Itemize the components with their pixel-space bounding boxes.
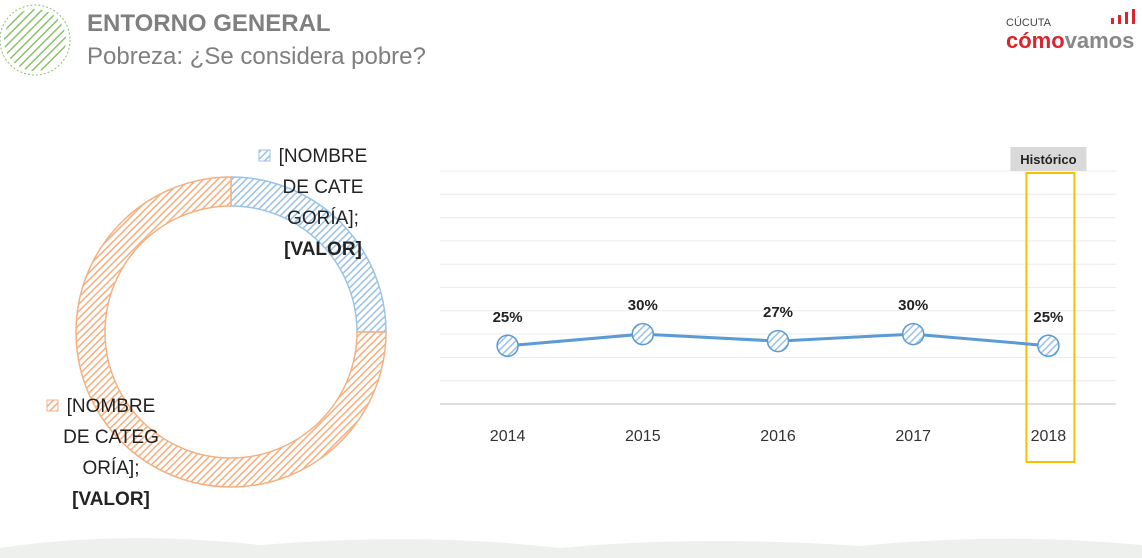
x-tick-label: 2018 bbox=[1031, 428, 1067, 445]
data-label: 30% bbox=[628, 297, 658, 314]
legend-swatch bbox=[46, 399, 59, 412]
marker bbox=[766, 329, 790, 353]
title: ENTORNO GENERAL bbox=[87, 10, 331, 37]
data-label: 30% bbox=[898, 297, 928, 314]
slice-name: [NOMBRE DE CATEGORÍA]; bbox=[63, 396, 159, 479]
x-tick-label: 2017 bbox=[895, 428, 931, 445]
x-tick-label: 2016 bbox=[760, 428, 796, 445]
header-icon bbox=[4, 9, 66, 71]
x-tick-label: 2015 bbox=[625, 428, 661, 445]
x-tick-label: 2014 bbox=[490, 428, 526, 445]
logo-bar bbox=[1118, 15, 1121, 24]
slice-value: [VALOR] bbox=[72, 489, 150, 510]
slice-label: [NOMBRE DE CATEGORÍA]; [VALOR] bbox=[63, 391, 159, 515]
logo-bar bbox=[1111, 18, 1114, 24]
annotation: Histórico bbox=[1020, 152, 1076, 167]
data-label: 25% bbox=[493, 309, 523, 326]
slice-label: [NOMBRE DE CATEGORÍA]; [VALOR] bbox=[277, 141, 369, 265]
marker bbox=[631, 322, 655, 346]
marker bbox=[496, 334, 519, 357]
decoration bbox=[0, 538, 1142, 558]
data-label: 27% bbox=[763, 304, 793, 321]
legend-swatch bbox=[258, 149, 271, 162]
highlight-box bbox=[1025, 172, 1076, 463]
logo-brand-2: vamos bbox=[1065, 28, 1135, 53]
logo-bar bbox=[1125, 12, 1128, 24]
logo-city: CÚCUTA bbox=[1006, 16, 1052, 29]
marker bbox=[1037, 334, 1060, 357]
logo-brand-1: cómo bbox=[1006, 28, 1065, 53]
logo-bar bbox=[1132, 9, 1135, 24]
donut-slice bbox=[75, 176, 387, 488]
slice-value: [VALOR] bbox=[284, 239, 362, 260]
header-icon-ring bbox=[0, 4, 71, 76]
logo-brand: cómovamos bbox=[1006, 28, 1134, 53]
annotation-bg bbox=[1010, 147, 1087, 171]
slice-name: [NOMBRE DE CATEGORÍA]; bbox=[278, 146, 368, 229]
subtitle: Pobreza: ¿Se considera pobre? bbox=[87, 43, 426, 70]
data-label: 25% bbox=[1033, 309, 1063, 326]
marker bbox=[901, 322, 925, 346]
